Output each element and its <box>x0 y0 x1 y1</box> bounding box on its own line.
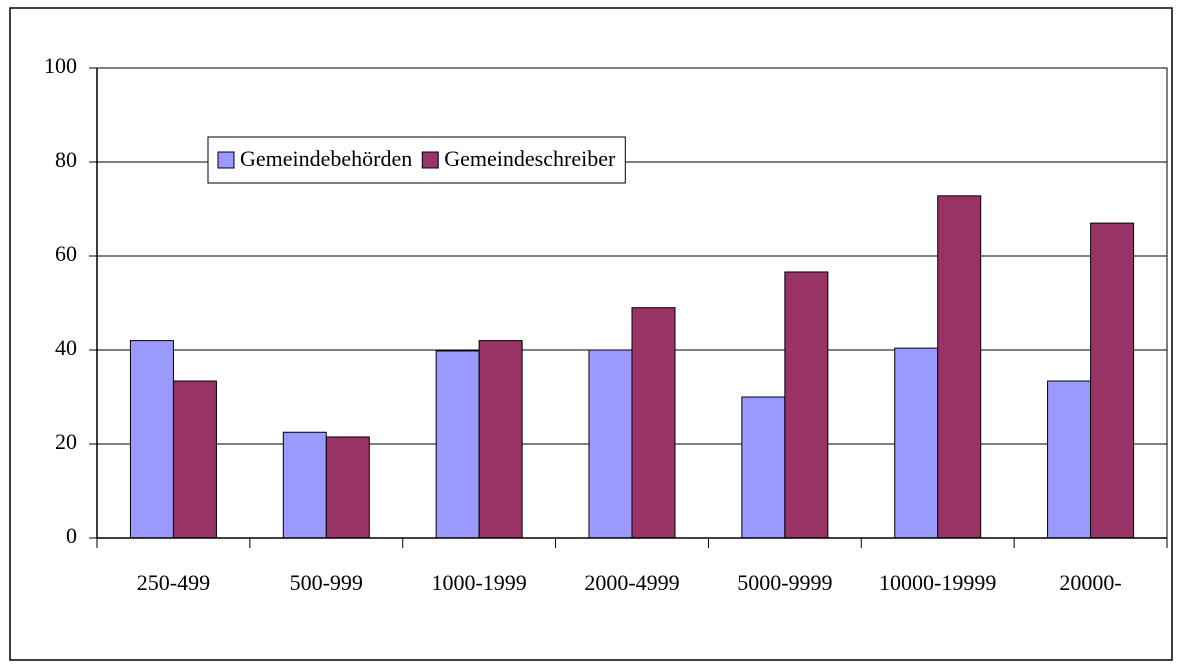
bar <box>478 340 523 539</box>
bar <box>1090 222 1135 539</box>
y-tick-label: 0 <box>66 523 77 548</box>
bar <box>894 347 939 539</box>
legend-label: Gemeindebehörden <box>240 146 412 171</box>
y-tick-label: 40 <box>55 335 77 360</box>
legend-swatch <box>421 151 439 169</box>
bar <box>435 350 480 539</box>
y-tick-label: 80 <box>55 147 77 172</box>
x-tick-label: 10000-19999 <box>879 570 996 595</box>
bar <box>741 396 786 539</box>
bar <box>172 380 217 539</box>
y-tick-label: 60 <box>55 241 77 266</box>
bar <box>1047 380 1092 539</box>
bar <box>784 271 829 539</box>
legend-label: Gemeindeschreiber <box>444 146 616 171</box>
bar <box>129 340 174 539</box>
legend <box>207 136 626 184</box>
bar <box>282 431 327 539</box>
x-tick-label: 20000- <box>1059 570 1121 595</box>
y-tick-label: 20 <box>55 429 77 454</box>
bar <box>588 349 633 539</box>
bar <box>325 436 370 539</box>
x-tick-label: 2000-4999 <box>584 570 679 595</box>
x-tick-label: 250-499 <box>137 570 210 595</box>
bar <box>937 195 982 539</box>
legend-swatch <box>217 151 235 169</box>
x-tick-label: 5000-9999 <box>737 570 832 595</box>
x-tick-label: 500-999 <box>290 570 363 595</box>
bar <box>631 307 676 539</box>
x-tick-label: 1000-1999 <box>431 570 526 595</box>
y-tick-label: 100 <box>44 53 77 78</box>
